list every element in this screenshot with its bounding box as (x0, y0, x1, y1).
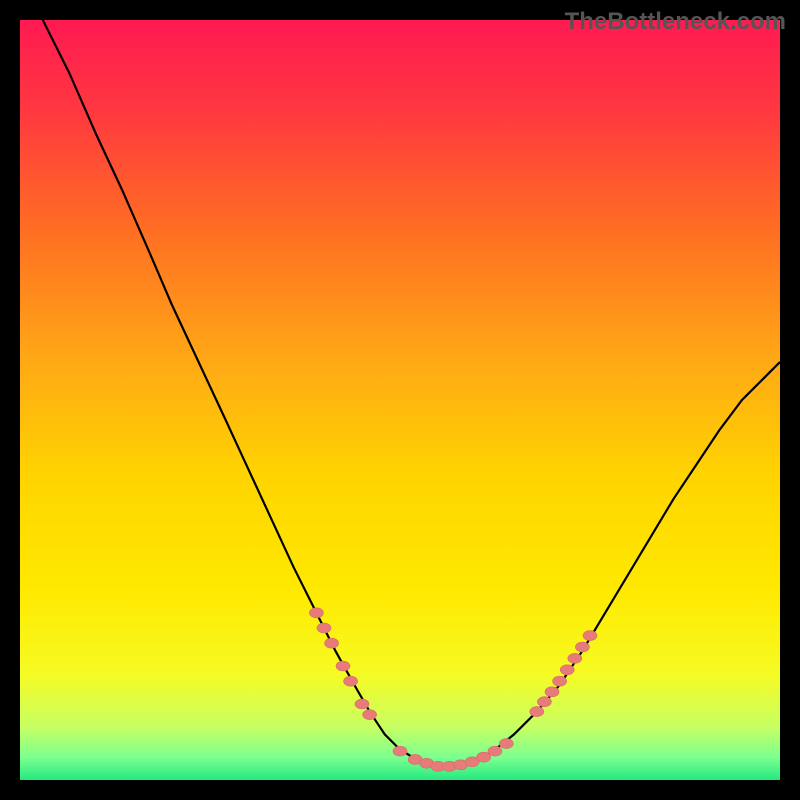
watermark-text: TheBottleneck.com (565, 8, 786, 36)
marker-point (336, 661, 350, 671)
marker-point (537, 697, 551, 707)
gradient-background (20, 20, 780, 780)
marker-point (488, 746, 502, 756)
marker-point (499, 739, 513, 749)
marker-point (325, 638, 339, 648)
marker-point (477, 752, 491, 762)
marker-point (363, 710, 377, 720)
marker-point (355, 699, 369, 709)
marker-point (583, 631, 597, 641)
marker-point (309, 608, 323, 618)
marker-point (393, 746, 407, 756)
bottleneck-chart: TheBottleneck.com (0, 0, 800, 800)
marker-point (545, 687, 559, 697)
marker-point (560, 665, 574, 675)
marker-point (530, 707, 544, 717)
marker-point (575, 642, 589, 652)
marker-point (344, 676, 358, 686)
chart-svg (0, 0, 800, 800)
marker-point (317, 623, 331, 633)
marker-point (553, 676, 567, 686)
marker-point (568, 653, 582, 663)
